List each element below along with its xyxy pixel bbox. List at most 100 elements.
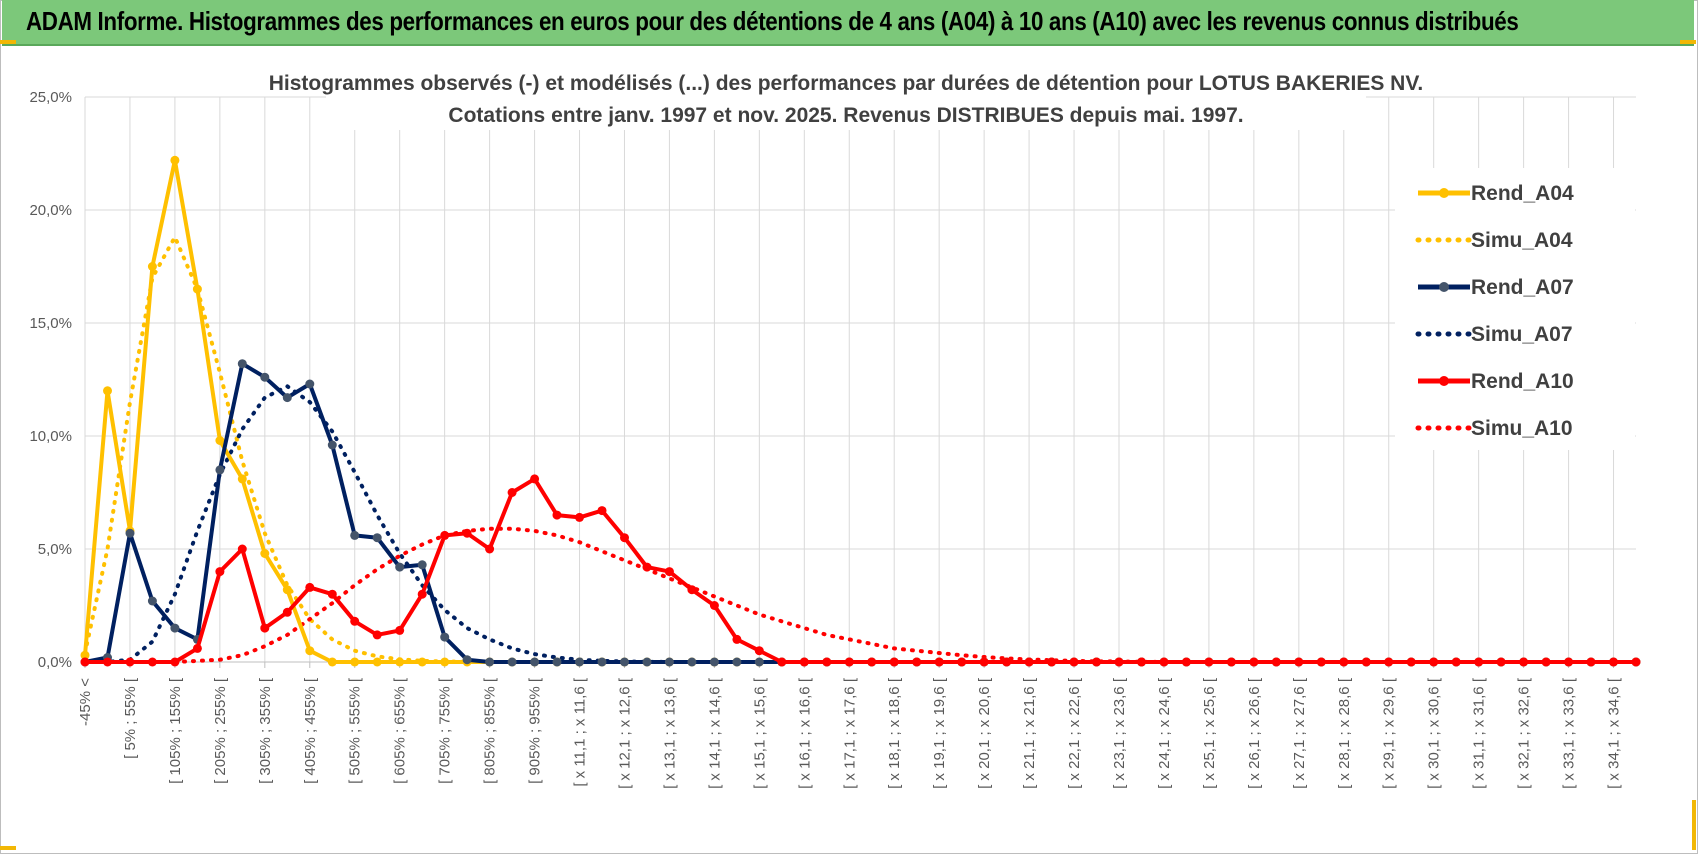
data-point bbox=[732, 634, 742, 644]
data-point bbox=[170, 623, 180, 633]
data-point bbox=[822, 657, 832, 667]
data-point bbox=[1541, 657, 1551, 667]
legend-label: Rend_A07 bbox=[1471, 276, 1574, 299]
corner-accent-left bbox=[0, 40, 16, 44]
data-point bbox=[395, 657, 405, 667]
data-point bbox=[147, 596, 157, 606]
data-point bbox=[530, 657, 540, 667]
data-point bbox=[237, 544, 247, 554]
data-point bbox=[1249, 657, 1259, 667]
data-point bbox=[350, 616, 360, 626]
data-point bbox=[957, 657, 967, 667]
x-tick-label: [ x 14,1 ; x 14,6 [ bbox=[706, 677, 723, 789]
x-tick-label: [ 705% ; 755% [ bbox=[437, 677, 454, 784]
data-point bbox=[215, 436, 225, 445]
data-point bbox=[575, 657, 584, 667]
data-point bbox=[1002, 657, 1012, 667]
data-point bbox=[754, 646, 764, 656]
data-point bbox=[709, 601, 719, 610]
corner-accent-bottom-left bbox=[0, 846, 16, 850]
data-point bbox=[867, 657, 877, 667]
data-point bbox=[282, 393, 292, 403]
data-point bbox=[1474, 657, 1484, 667]
data-point bbox=[170, 155, 180, 165]
data-point bbox=[1092, 657, 1101, 667]
data-point bbox=[709, 657, 719, 667]
legend-label: Simu_A04 bbox=[1471, 229, 1573, 252]
data-point bbox=[147, 262, 157, 271]
data-point bbox=[552, 510, 562, 520]
data-point bbox=[1406, 657, 1416, 667]
corner-accent-bottom-right bbox=[1692, 800, 1696, 850]
data-point bbox=[103, 657, 112, 667]
data-point bbox=[1361, 657, 1371, 667]
legend-marker bbox=[1439, 282, 1449, 292]
x-tick-label: [ x 12,1 ; x 12,6 [ bbox=[616, 677, 633, 789]
x-tick-label: [ 805% ; 855% [ bbox=[482, 677, 499, 784]
data-point bbox=[125, 657, 135, 667]
data-point bbox=[170, 657, 180, 667]
data-point bbox=[80, 650, 90, 660]
data-point bbox=[754, 657, 764, 667]
data-point bbox=[80, 657, 90, 667]
x-tick-label: [ 605% ; 655% [ bbox=[392, 677, 409, 784]
data-point bbox=[1181, 657, 1191, 667]
data-point bbox=[215, 465, 225, 475]
data-point bbox=[620, 657, 629, 667]
page-title: ADAM Informe. Histogrammes des performan… bbox=[26, 6, 1519, 36]
data-point bbox=[687, 585, 697, 595]
x-tick-label: [ x 16,1 ; x 16,6 [ bbox=[796, 677, 813, 789]
data-point bbox=[395, 625, 405, 635]
data-point bbox=[1586, 657, 1596, 667]
legend-label: Rend_A04 bbox=[1471, 182, 1574, 205]
data-point bbox=[237, 474, 247, 484]
y-tick-label: 20,0% bbox=[29, 202, 72, 219]
legend-marker bbox=[1439, 376, 1449, 386]
data-point bbox=[417, 589, 427, 599]
data-point bbox=[844, 657, 854, 667]
x-tick-label: [ x 34,1 ; x 34,6 [ bbox=[1606, 677, 1623, 789]
data-point bbox=[440, 632, 450, 642]
data-point bbox=[327, 440, 337, 450]
data-point bbox=[103, 386, 112, 396]
y-tick-label: 25,0% bbox=[29, 89, 72, 106]
data-point bbox=[1137, 657, 1146, 667]
data-point bbox=[282, 607, 292, 617]
data-point bbox=[372, 533, 382, 543]
data-point bbox=[934, 657, 944, 667]
data-point bbox=[687, 657, 697, 667]
x-tick-label: [ x 32,1 ; x 32,6 [ bbox=[1516, 677, 1533, 789]
data-point bbox=[1429, 657, 1439, 667]
corner-accent-right bbox=[1680, 40, 1696, 44]
data-point bbox=[417, 560, 427, 570]
data-point bbox=[485, 544, 495, 554]
data-point bbox=[1609, 657, 1618, 667]
data-point bbox=[799, 657, 809, 667]
data-point bbox=[597, 506, 607, 516]
data-point bbox=[1159, 657, 1169, 667]
data-point bbox=[305, 582, 315, 592]
x-tick-label: [ x 26,1 ; x 26,6 [ bbox=[1246, 677, 1263, 789]
x-tick-label: [ x 30,1 ; x 30,6 [ bbox=[1426, 677, 1443, 789]
legend-background bbox=[1395, 168, 1635, 450]
y-axis-ticks: 0,0% 5,0% 10,0% 15,0% 20,0% 25,0% bbox=[29, 89, 72, 671]
legend-marker bbox=[1439, 188, 1449, 198]
x-tick-label: [ x 29,1 ; x 29,6 [ bbox=[1381, 677, 1398, 789]
x-tick-label: [ x 23,1 ; x 23,6 [ bbox=[1111, 677, 1128, 789]
data-point bbox=[664, 567, 674, 577]
data-point bbox=[350, 657, 360, 667]
x-tick-label: [ x 21,1 ; x 21,6 [ bbox=[1021, 677, 1038, 789]
x-tick-label: [ 105% ; 155% [ bbox=[167, 677, 184, 784]
data-point bbox=[1384, 657, 1394, 667]
legend: Rend_A04 Simu_A04 Rend_A07 Simu_A07 Rend_A10… bbox=[1395, 168, 1635, 450]
data-point bbox=[485, 657, 495, 667]
x-tick-label: [ x 28,1 ; x 28,6 [ bbox=[1336, 677, 1353, 789]
data-point bbox=[417, 657, 427, 667]
legend-label: Simu_A07 bbox=[1471, 323, 1573, 346]
header-bar: ADAM Informe. Histogrammes des performan… bbox=[2, 0, 1694, 46]
data-point bbox=[350, 530, 360, 540]
data-point bbox=[912, 657, 922, 667]
chart-title-line1: Histogrammes observés (-) et modélisés (… bbox=[269, 72, 1424, 95]
x-tick-label: [ x 15,1 ; x 15,6 [ bbox=[751, 677, 768, 789]
